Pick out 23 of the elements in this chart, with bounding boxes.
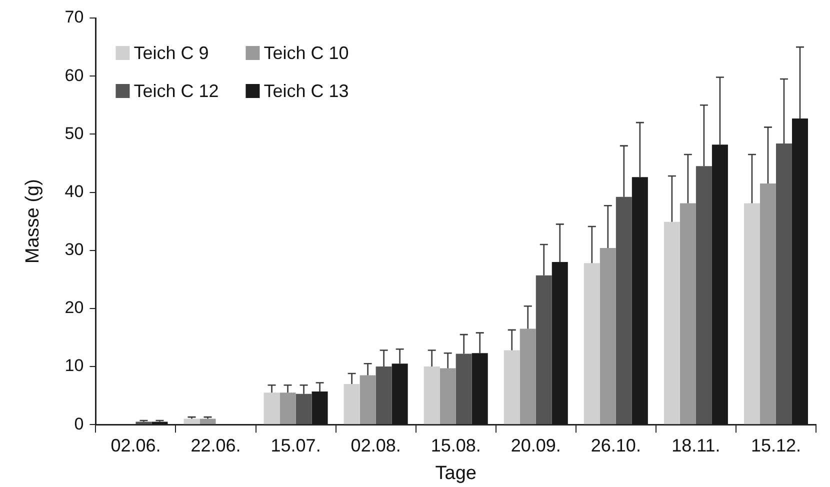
x-tick-label: 20.09. <box>510 435 561 456</box>
legend-label: Teich C 12 <box>134 80 219 101</box>
x-tick-label: 22.06. <box>190 435 241 456</box>
y-tick-label: 40 <box>64 182 84 201</box>
y-tick-label: 10 <box>64 356 84 376</box>
y-tick-label: 20 <box>64 298 84 318</box>
x-tick-label: 26.10. <box>590 435 641 456</box>
x-tick-label: 02.08. <box>350 435 401 456</box>
x-tick-label: 15.07. <box>270 435 321 456</box>
y-tick-label: 70 <box>64 8 84 27</box>
legend-label: Teich C 9 <box>134 42 209 63</box>
legend-label: Teich C 13 <box>264 80 349 101</box>
y-tick-label: 60 <box>64 66 84 85</box>
x-tick-label: 15.08. <box>430 435 481 456</box>
x-axis-title: Tage <box>435 462 476 484</box>
legend-label: Teich C 10 <box>264 42 349 63</box>
x-tick-label: 02.06. <box>110 435 161 456</box>
y-tick-label: 0 <box>74 414 84 434</box>
y-tick-label: 50 <box>64 124 84 143</box>
x-tick-label: 18.11. <box>672 435 720 456</box>
y-axis-title: Masse (g) <box>22 179 44 264</box>
x-tick-label: 15.12. <box>750 435 802 456</box>
y-tick-label: 30 <box>64 240 84 260</box>
